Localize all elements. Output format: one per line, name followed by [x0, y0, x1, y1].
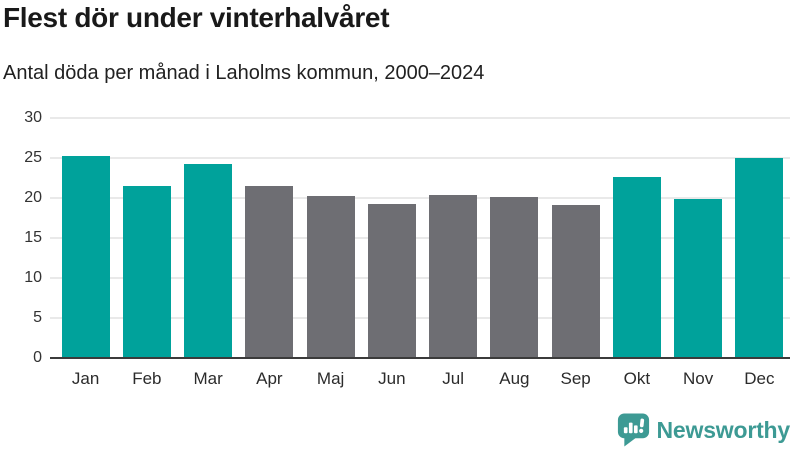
x-axis-labels: Jan Feb Mar Apr Maj Jun Jul Aug Sep Okt Nov Dec [55, 369, 790, 389]
logo-exclamation [638, 418, 644, 433]
logo-bar-medium [633, 425, 638, 434]
x-tick-label-okt: Okt [623, 369, 651, 388]
x-tick-label-dec: Dec [744, 369, 775, 388]
bar-slot-maj [300, 118, 361, 358]
gridline-25 [50, 157, 790, 159]
bar-mar [184, 164, 233, 358]
bar-slot-mar [178, 118, 239, 358]
newsworthy-logo-icon [617, 413, 649, 447]
x-tick-label-jan: Jan [71, 369, 100, 388]
bar-slot-feb [116, 118, 177, 358]
x-axis-line [50, 357, 790, 359]
y-tick-label-15: 15 [24, 229, 42, 246]
bar-nov [674, 198, 723, 358]
bar-sep [551, 205, 600, 358]
x-tick-label-jun: Jun [378, 369, 406, 388]
y-tick-label-10: 10 [24, 269, 42, 286]
y-tick-label-5: 5 [33, 309, 42, 326]
gridline-30 [50, 117, 790, 119]
x-tick-label-jul: Jul [442, 369, 464, 388]
gridline-10 [50, 277, 790, 279]
bar-slot-apr [239, 118, 300, 358]
logo-bar-tall [628, 422, 633, 434]
bar-apr [245, 186, 294, 358]
bar-dec [735, 158, 784, 358]
logo-bar-small [623, 427, 628, 434]
y-tick-label-0: 0 [33, 349, 42, 366]
bar-jan [61, 155, 110, 358]
chart-subtitle: Antal döda per månad i Laholms kommun, 2… [3, 62, 485, 84]
bar-slot-okt [606, 118, 667, 358]
x-tick-label-aug: Aug [499, 369, 530, 388]
bar-feb [122, 186, 171, 358]
bar-jul [429, 194, 478, 358]
y-axis-labels: 0 5 10 15 20 25 30 [0, 109, 42, 366]
bar-jun [367, 203, 416, 358]
bar-slot-aug [484, 118, 545, 358]
bar-slot-nov [668, 118, 729, 358]
newsworthy-brand-name: Newsworthy [656, 416, 791, 443]
bar-slot-jun [361, 118, 422, 358]
y-tick-label-20: 20 [24, 189, 42, 206]
x-tick-label-nov: Nov [683, 369, 714, 388]
x-tick-label-apr: Apr [256, 369, 283, 388]
gridline-layer [50, 117, 790, 358]
bar-maj [306, 195, 355, 358]
bar-okt [612, 177, 661, 358]
gridline-20 [50, 197, 790, 199]
x-tick-label-sep: Sep [560, 369, 591, 388]
gridline-5 [50, 317, 790, 319]
x-tick-label-mar: Mar [193, 369, 223, 388]
x-tick-label-feb: Feb [132, 369, 162, 388]
y-tick-label-25: 25 [24, 149, 42, 166]
bars [55, 118, 790, 358]
bar-slot-dec [729, 118, 790, 358]
bar-aug [490, 197, 539, 358]
x-tick-label-maj: Maj [316, 369, 345, 388]
bar-slot-jul [423, 118, 484, 358]
chart-title: Flest dör under vinterhalvåret [3, 2, 390, 33]
bar-slot-sep [545, 118, 606, 358]
gridline-15 [50, 237, 790, 239]
bar-slot-jan [55, 118, 116, 358]
y-tick-label-30: 30 [24, 109, 42, 126]
newsworthy-brand-link[interactable]: Newsworthy [617, 412, 790, 448]
